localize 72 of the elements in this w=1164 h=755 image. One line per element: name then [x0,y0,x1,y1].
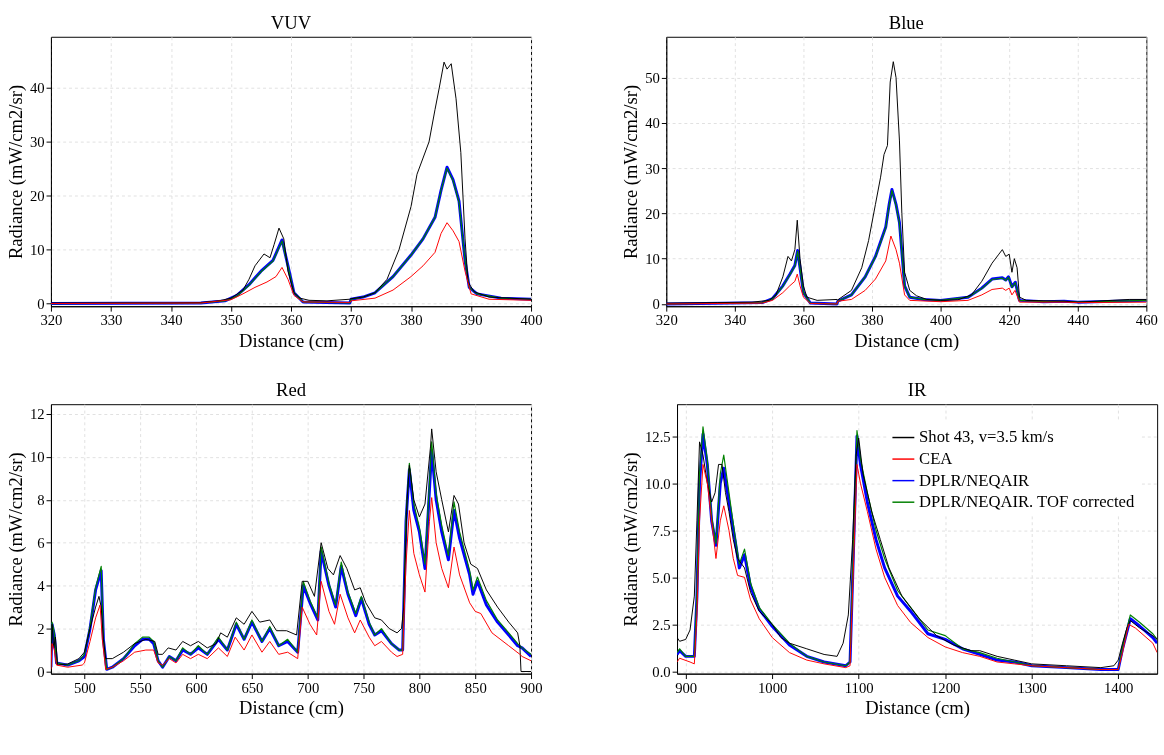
y-tick-label: 30 [645,160,660,177]
x-axis-title: Distance (cm) [865,697,971,720]
y-tick-label: 40 [645,115,660,132]
x-tick-label: 850 [464,679,487,696]
y-tick-label: 10.0 [644,475,671,492]
y-tick-label: 0 [37,663,45,680]
x-tick-label: 600 [185,679,208,696]
legend-label: DPLR/NEQAIR. TOF corrected [919,492,1135,512]
x-tick-label: 900 [675,679,698,696]
y-tick-label: 20 [645,205,660,222]
x-tick-label: 900 [520,679,543,696]
x-tick-label: 390 [460,312,483,329]
x-tick-label: 440 [1067,312,1090,329]
x-tick-label: 700 [297,679,320,696]
y-tick-label: 0.0 [652,663,671,680]
y-tick-label: 2 [37,620,45,637]
y-tick-label: 7.5 [652,522,671,539]
x-tick-label: 330 [100,312,123,329]
y-tick-label: 10 [645,251,660,268]
y-tick-label: 12.5 [644,428,671,445]
y-tick-label: 10 [29,242,45,259]
y-tick-label: 12 [29,406,45,423]
chart-title: IR [907,379,927,401]
x-tick-label: 420 [998,312,1021,329]
y-tick-label: 10 [29,449,45,466]
x-tick-label: 550 [129,679,152,696]
legend-label: DPLR/NEQAIR [919,470,1030,490]
x-tick-label: 650 [241,679,264,696]
x-tick-label: 360 [792,312,815,329]
y-axis-title: Radiance (mW/cm2/sr) [5,452,28,627]
x-tick-label: 340 [724,312,747,329]
y-tick-label: 8 [37,492,45,509]
x-tick-label: 320 [40,312,63,329]
y-tick-label: 30 [29,134,45,151]
y-axis-title: Radiance (mW/cm2/sr) [620,452,643,627]
x-tick-label: 500 [73,679,96,696]
y-tick-label: 50 [645,69,660,86]
x-tick-label: 360 [280,312,303,329]
x-tick-label: 460 [1135,312,1158,329]
x-tick-label: 350 [220,312,243,329]
y-axis-title: Radiance (mW/cm2/sr) [620,84,643,260]
chart-title: Blue [888,11,924,33]
x-tick-label: 1200 [931,679,961,696]
y-tick-label: 4 [37,578,46,595]
x-axis-title: Distance (cm) [239,697,344,720]
y-tick-label: 5.0 [652,569,671,586]
x-tick-label: 400 [520,312,543,329]
x-tick-label: 380 [400,312,423,329]
x-tick-label: 1400 [1104,679,1134,696]
y-tick-label: 2.5 [652,616,671,633]
y-tick-label: 0 [652,296,660,313]
x-axis-title: Distance (cm) [854,329,960,352]
x-tick-label: 380 [861,312,884,329]
x-tick-label: 1000 [758,679,788,696]
x-tick-label: 320 [655,312,678,329]
x-axis-title: Distance (cm) [239,329,344,352]
x-tick-label: 1100 [844,679,874,696]
y-tick-label: 6 [37,535,45,552]
x-tick-label: 750 [353,679,376,696]
x-tick-label: 340 [160,312,183,329]
y-axis-title: Radiance (mW/cm2/sr) [5,84,28,260]
chart-title: Red [276,379,307,401]
legend-label: Shot 43, v=3.5 km/s [919,427,1054,447]
x-tick-label: 400 [930,312,953,329]
y-tick-label: 0 [37,295,45,312]
y-tick-label: 40 [29,80,45,97]
y-tick-label: 20 [29,188,45,205]
chart-title: VUV [270,11,312,33]
legend-label: CEA [919,448,953,468]
x-tick-label: 800 [408,679,431,696]
x-tick-label: 370 [340,312,363,329]
x-tick-label: 1300 [1017,679,1047,696]
